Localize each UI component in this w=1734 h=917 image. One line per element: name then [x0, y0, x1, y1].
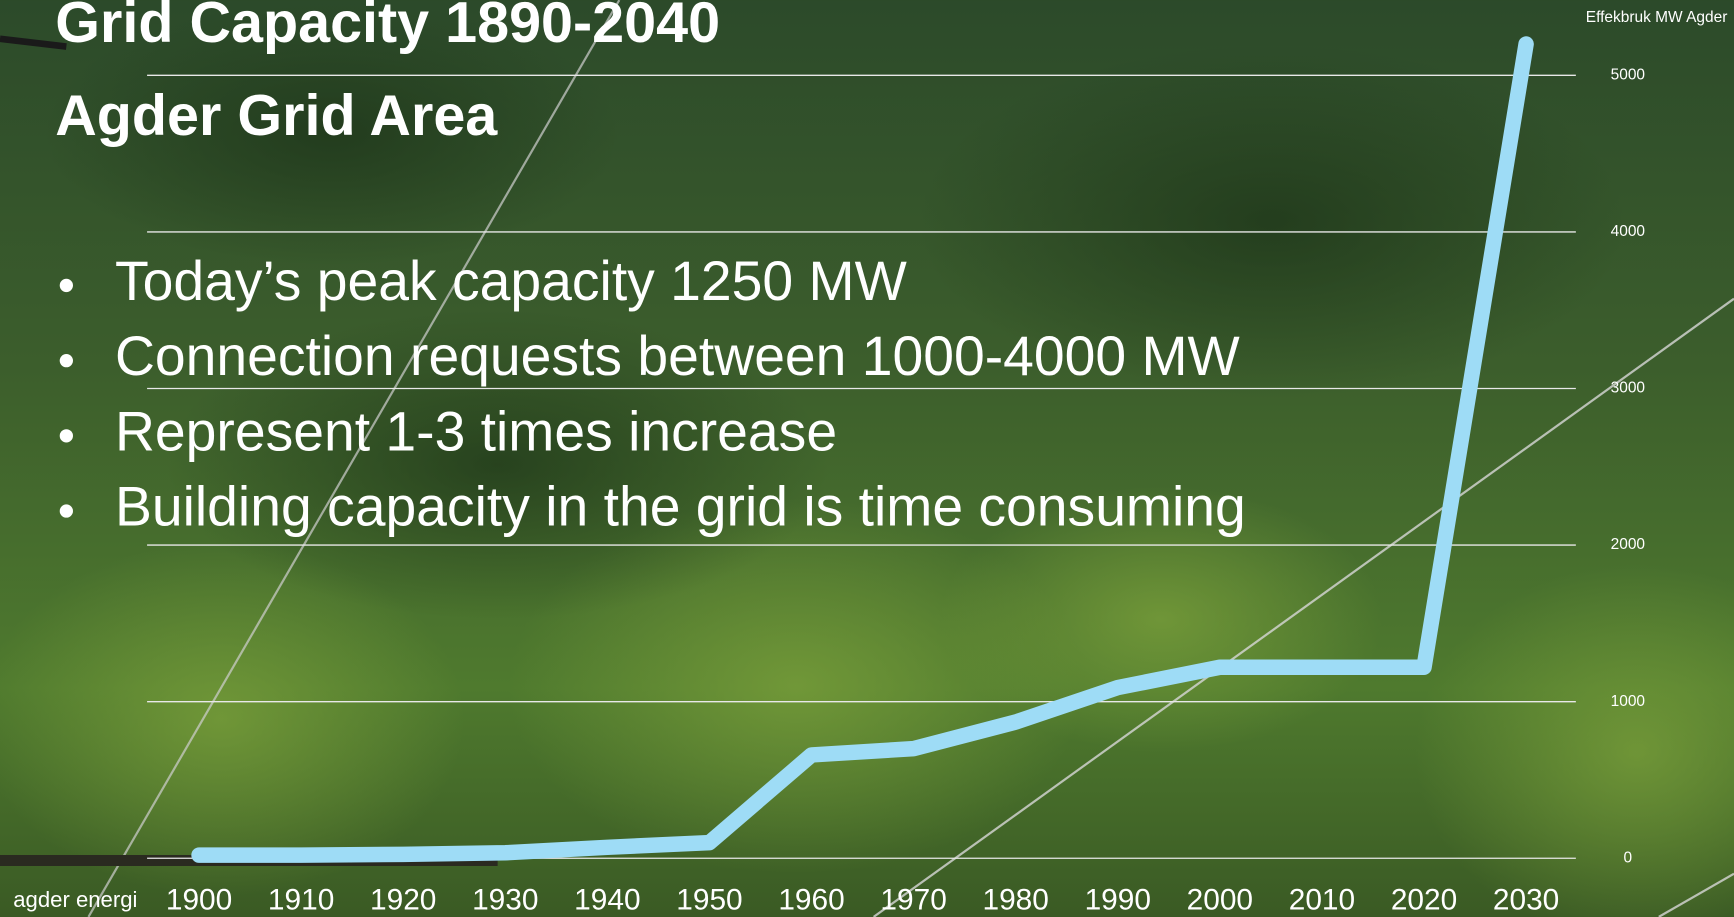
slide-title: Grid Capacity 1890-2040 — [55, 0, 720, 55]
y-tick-label: 5000 — [1611, 66, 1645, 83]
x-tick-label: 1910 — [268, 883, 334, 916]
x-tick-label: 1990 — [1085, 883, 1151, 916]
x-tick-label: 1980 — [982, 883, 1048, 916]
x-tick-label: 2030 — [1493, 883, 1559, 916]
x-tick-label: 1960 — [778, 883, 844, 916]
y-tick-label: 3000 — [1611, 380, 1645, 397]
bullet-text: Connection requests between 1000-4000 MW — [115, 325, 1240, 387]
x-tick-label: 2000 — [1187, 883, 1253, 916]
y-axis-title: Effekbruk MW Agder — [1586, 9, 1728, 26]
x-tick-label: 1970 — [880, 883, 946, 916]
logo: agder energi — [13, 887, 137, 912]
x-tick-label: 1920 — [370, 883, 436, 916]
slide-title: Agder Grid Area — [55, 84, 498, 148]
bullet-text: Represent 1-3 times increase — [115, 400, 837, 462]
bullet-dot — [60, 354, 73, 367]
bullet-dot — [60, 429, 73, 442]
bullet-text: Today’s peak capacity 1250 MW — [115, 250, 907, 312]
x-tick-label: 1950 — [676, 883, 742, 916]
slide: 0 1000 2000 3000 4000 5000 1900 1910 1920 1930 194… — [0, 0, 1734, 917]
bullet-dot — [60, 504, 73, 517]
bullet-text: Building capacity in the grid is time co… — [115, 476, 1246, 538]
x-tick-label: 1900 — [166, 883, 232, 916]
y-tick-label: 2000 — [1611, 536, 1645, 553]
x-tick-label: 2010 — [1289, 883, 1355, 916]
x-tick-label: 2020 — [1391, 883, 1457, 916]
x-tick-label: 1940 — [574, 883, 640, 916]
y-tick-label: 1000 — [1611, 693, 1645, 710]
bullet-dot — [60, 279, 73, 292]
y-tick-label: 4000 — [1611, 223, 1645, 240]
x-tick-label: 1930 — [472, 883, 538, 916]
y-tick-label: 0 — [1624, 849, 1633, 866]
